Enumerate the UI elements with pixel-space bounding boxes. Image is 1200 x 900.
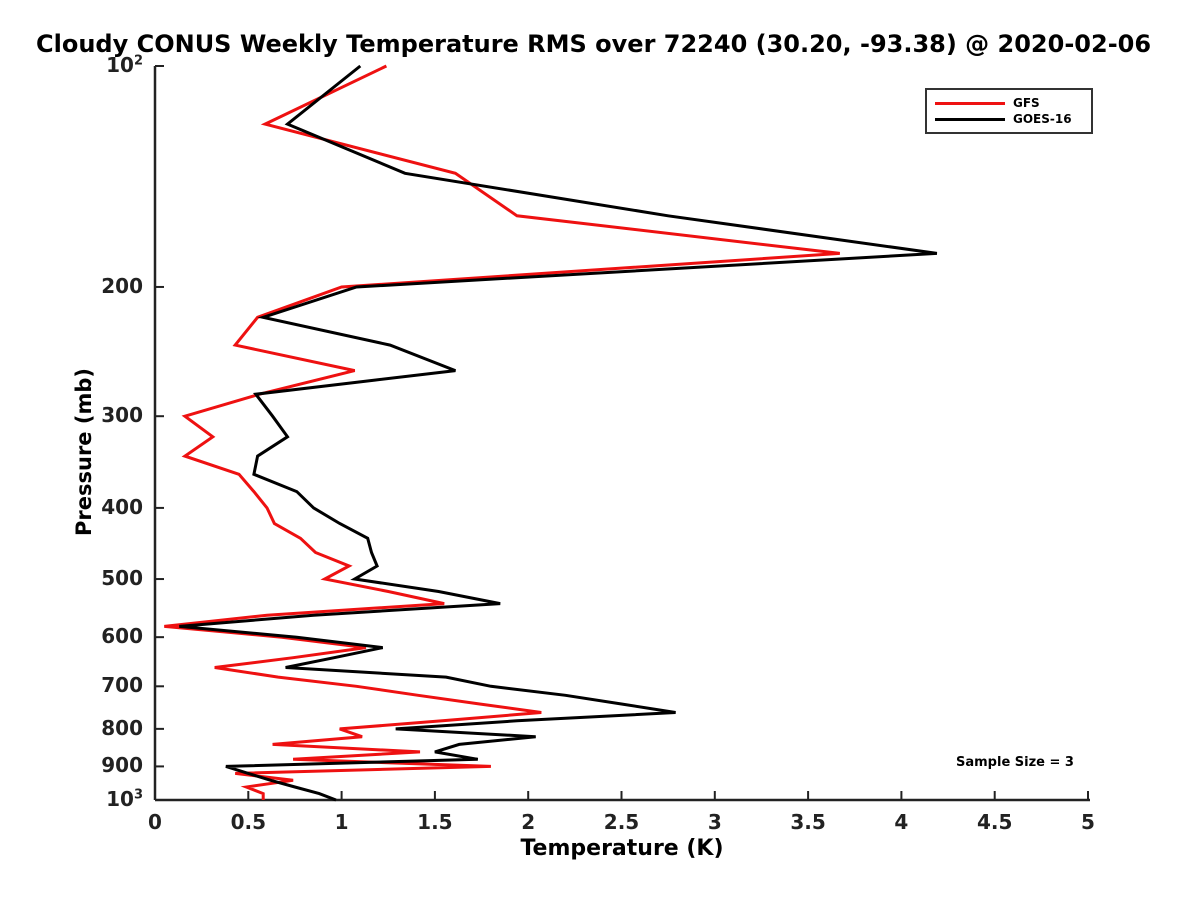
legend-entry-gfs: GFS [935, 95, 1083, 111]
x-tick-label-0.5: 0.5 [230, 810, 267, 834]
x-tick-label-3: 3 [707, 810, 722, 834]
goes-16-line-sample [935, 117, 1005, 121]
x-tick-label-2.5: 2.5 [603, 810, 640, 834]
y-tick-label-300: 300 [101, 403, 143, 428]
legend-entry-goes16: GOES-16 [935, 111, 1083, 127]
x-tick-label-5: 5 [1081, 810, 1095, 834]
x-tick-label-4: 4 [894, 810, 909, 834]
legend: GFS GOES-16 [925, 88, 1093, 134]
legend-label-goes16: GOES-16 [1013, 112, 1072, 126]
y-tick-label-200: 200 [101, 273, 143, 298]
y-tick-label-400: 400 [101, 494, 143, 519]
y-tick-label-800: 800 [101, 715, 143, 740]
x-axis-label: Temperature (K) [520, 836, 724, 861]
goes-16-line [179, 64, 938, 802]
x-tick-label-4.5: 4.5 [976, 810, 1013, 834]
x-tick-label-2: 2 [521, 810, 536, 834]
sample-size-annotation: Sample Size = 3 [956, 755, 1074, 770]
y-tick-label-500: 500 [101, 566, 143, 591]
y-tick-label-102: 102 [106, 53, 143, 77]
x-tick-label-1.5: 1.5 [417, 810, 453, 834]
x-tick-label-1: 1 [334, 810, 349, 834]
gfs-line [164, 64, 840, 800]
legend-label-gfs: GFS [1013, 96, 1040, 110]
y-tick-label-700: 700 [101, 673, 143, 698]
x-tick-label-3.5: 3.5 [790, 810, 826, 834]
y-tick-label-103: 103 [106, 787, 143, 811]
gfs-line-sample [935, 101, 1005, 105]
y-tick-label-900: 900 [101, 753, 143, 778]
x-tick-label-0: 0 [148, 810, 162, 834]
chart-title: Cloudy CONUS Weekly Temperature RMS over… [36, 30, 1152, 58]
y-tick-label-600: 600 [101, 624, 143, 649]
